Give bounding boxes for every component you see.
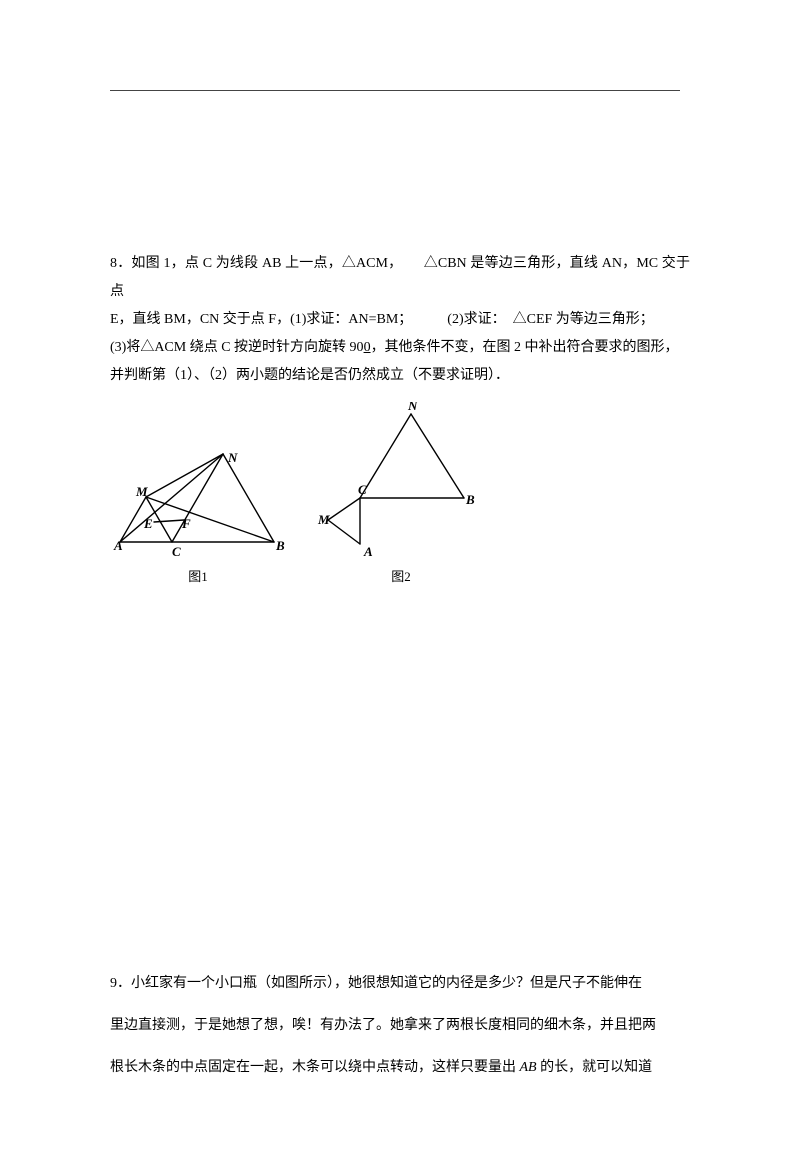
svg-text:F: F (181, 516, 191, 531)
svg-text:B: B (275, 538, 285, 553)
problem-8-line-4: 并判断第（1）、（2）两小题的结论是否仍然成立（不要求证明）． (110, 362, 690, 390)
problem-8-line-2: E，直线 BM，CN 交于点 F，(1)求证：AN=BM； (2)求证： △CE… (110, 306, 690, 334)
problem-8-line-3-post: ，其他条件不变，在图 2 中补出符合要求的图形， (371, 340, 679, 355)
problem-9-line-3-pre: 根长木条的中点固定在一起，木条可以绕中点转动，这样只要量出 (110, 1060, 520, 1075)
svg-text:A: A (113, 538, 123, 553)
figure-2-svg: N B C M A (316, 402, 486, 562)
problem-9-line-2: 里边直接测，于是她想了想，唉！有办法了。她拿来了两根长度相同的细木条，并且把两 (110, 1012, 690, 1040)
svg-text:N: N (227, 450, 238, 465)
figure-1-wrap: A B C M N E F 图1 (110, 450, 286, 590)
problem-9-line-3-post: 的长，就可以知道 (537, 1060, 653, 1075)
svg-text:N: N (407, 402, 418, 413)
page-top-rule (110, 90, 680, 91)
figure-1-svg: A B C M N E F (110, 450, 286, 562)
svg-text:C: C (358, 482, 367, 497)
problem-9-line-1: 9．小红家有一个小口瓶（如图所示），她很想知道它的内径是多少？但是尺子不能伸在 (110, 970, 690, 998)
problem-8-degree: 0 (364, 340, 371, 355)
problem-9-line-3: 根长木条的中点固定在一起，木条可以绕中点转动，这样只要量出 AB 的长，就可以知… (110, 1054, 690, 1082)
svg-text:M: M (317, 512, 330, 527)
figure-2-caption: 图2 (391, 564, 411, 590)
svg-text:E: E (143, 516, 153, 531)
problem-8-line-3: (3)将△ACM 绕点 C 按逆时针方向旋转 900，其他条件不变，在图 2 中… (110, 334, 690, 362)
problem-8-line-1: 8．如图 1，点 C 为线段 AB 上一点，△ACM， △CBN 是等边三角形，… (110, 250, 690, 306)
problem-9: 9．小红家有一个小口瓶（如图所示），她很想知道它的内径是多少？但是尺子不能伸在 … (110, 970, 690, 1082)
problem-9-AB: AB (520, 1060, 537, 1075)
svg-text:B: B (465, 492, 475, 507)
figure-1-caption: 图1 (188, 564, 208, 590)
problem-8: 8．如图 1，点 C 为线段 AB 上一点，△ACM， △CBN 是等边三角形，… (110, 250, 690, 590)
svg-text:A: A (363, 544, 373, 559)
page-content: 8．如图 1，点 C 为线段 AB 上一点，△ACM， △CBN 是等边三角形，… (0, 0, 800, 1156)
figure-2-wrap: N B C M A 图2 (316, 402, 486, 590)
svg-text:C: C (172, 544, 181, 559)
figures-row: A B C M N E F 图1 N B C M A 图2 (110, 402, 690, 590)
svg-text:M: M (135, 484, 148, 499)
problem-8-line-3-pre: (3)将△ACM 绕点 C 按逆时针方向旋转 90 (110, 340, 364, 355)
